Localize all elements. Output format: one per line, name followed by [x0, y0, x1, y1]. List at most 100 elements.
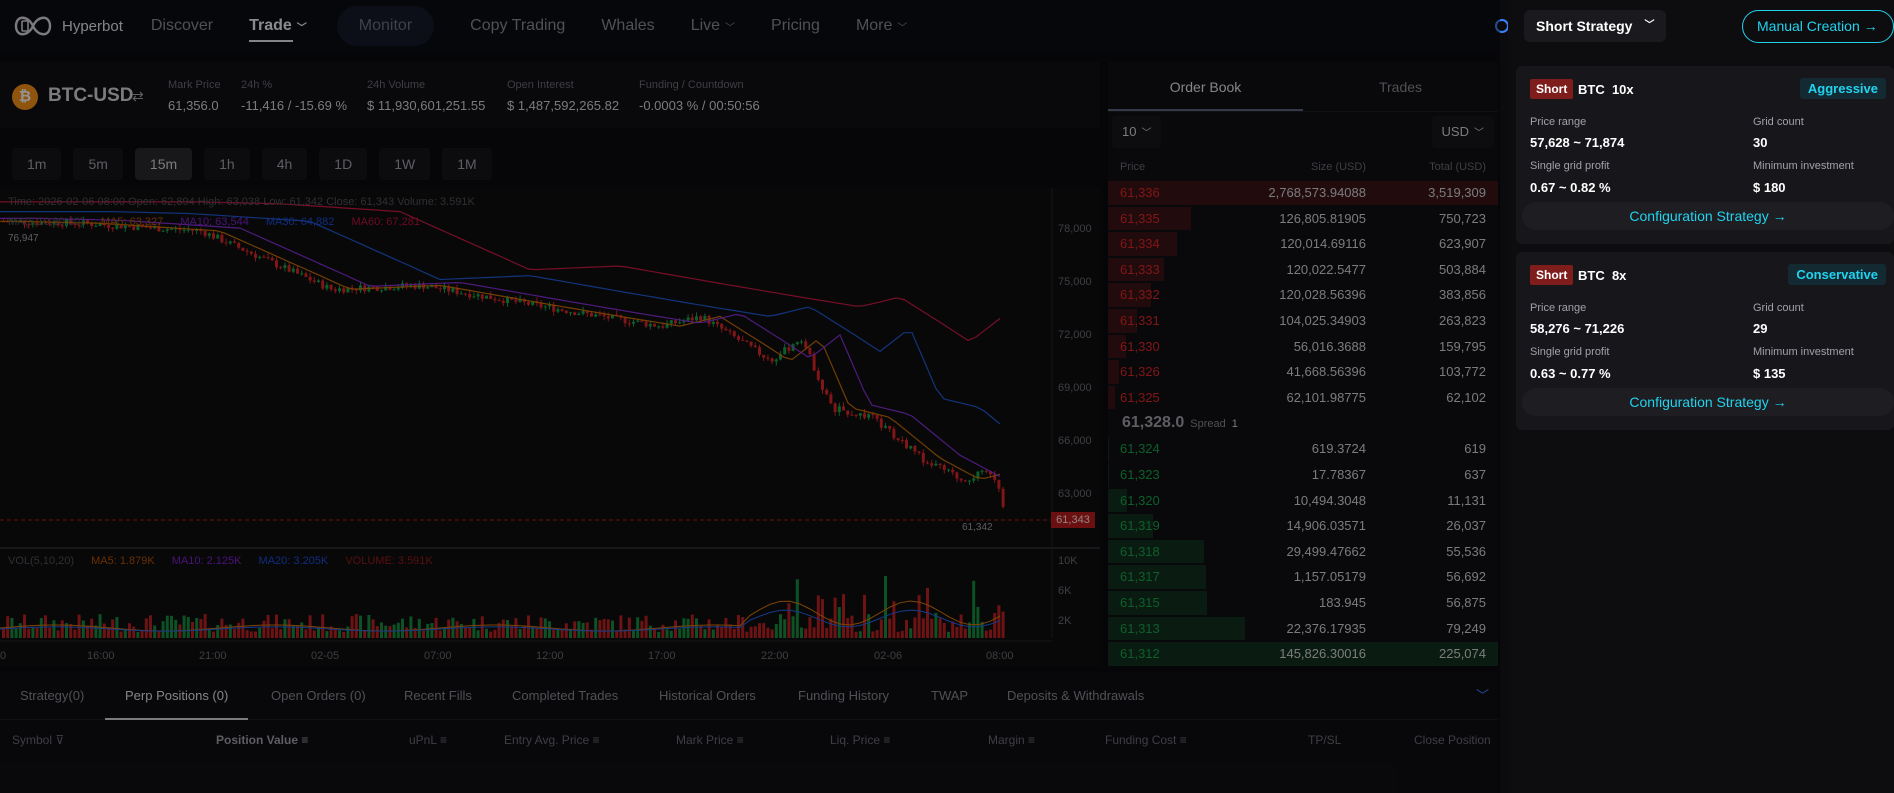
ask-row[interactable]: 61,333 120,022.5477 503,884 — [1108, 257, 1498, 283]
volume-bar — [749, 626, 753, 638]
ask-row[interactable]: 61,325 62,101.98775 62,102 — [1108, 385, 1498, 411]
tab-historical-orders[interactable]: Historical Orders — [659, 688, 756, 703]
bid-row[interactable]: 61,323 17.78367 637 — [1108, 462, 1498, 488]
candle-body — [476, 294, 480, 297]
tab-funding-history[interactable]: Funding History — [798, 688, 890, 703]
timeframe-15m[interactable]: 15m — [134, 148, 193, 180]
col-mark-price[interactable]: Mark Price ≡ — [676, 720, 744, 760]
volume-bar — [501, 619, 505, 638]
candle-body — [674, 320, 677, 324]
volume-bar — [737, 615, 740, 638]
volume-bar — [590, 629, 593, 638]
bid-row[interactable]: 61,318 29,499.47662 55,536 — [1108, 539, 1498, 565]
nav-copy-trading[interactable]: Copy Trading — [470, 0, 565, 52]
candle-body — [821, 379, 824, 390]
tab-completed-trades[interactable]: Completed Trades — [512, 688, 619, 703]
manual-creation-button[interactable]: Manual Creation → — [1742, 10, 1894, 43]
col-position-value[interactable]: Position Value ≡ — [216, 720, 308, 760]
col-entry-price[interactable]: Entry Avg. Price ≡ — [504, 720, 600, 760]
ask-row[interactable]: 61,331 104,025.34903 263,823 — [1108, 308, 1498, 334]
swap-icon[interactable]: ⇄ — [132, 88, 144, 104]
brand-logo[interactable]: Hyperbot — [12, 11, 123, 41]
tab-strategy[interactable]: Strategy(0) — [20, 688, 85, 703]
nav-pricing[interactable]: Pricing — [771, 0, 820, 52]
ask-row[interactable]: 61,334 120,014.69116 623,907 — [1108, 231, 1498, 257]
configuration-strategy-button[interactable]: Configuration Strategy → — [1522, 388, 1894, 416]
col-funding-cost[interactable]: Funding Cost ≡ — [1105, 720, 1187, 760]
price-chart[interactable]: Time: 2026-02-06 08:00 Open: 62,894 High… — [0, 188, 1100, 666]
bid-row[interactable]: 61,324 619.3724 619 — [1108, 436, 1498, 462]
card-symbol: BTC 8x — [1578, 268, 1626, 283]
volume-bar — [648, 625, 652, 638]
tab-recent-fills[interactable]: Recent Fills — [404, 688, 472, 703]
depth-select[interactable]: 10 ﹀ — [1112, 116, 1162, 148]
volume-value: $ 11,930,601,251.55 — [367, 98, 486, 113]
strategy-card[interactable]: Short BTC 8x Conservative Price range 58… — [1516, 252, 1894, 430]
candle-body — [392, 289, 396, 291]
search-icon[interactable] — [1495, 19, 1509, 33]
pair-name[interactable]: BTC-USD — [48, 85, 134, 106]
tab-perp-positions[interactable]: Perp Positions (0) — [105, 672, 249, 720]
card-leverage: 8x — [1611, 268, 1627, 283]
timeframe-1m[interactable]: 1m — [12, 148, 62, 180]
side-badge: Short — [1530, 79, 1574, 99]
strategy-card[interactable]: Short BTC 10x Aggressive Price range 57,… — [1516, 66, 1894, 244]
candle-body — [300, 273, 304, 275]
timeframe-1w[interactable]: 1W — [379, 148, 431, 180]
hyperbot-logo-icon — [14, 16, 52, 36]
currency-select[interactable]: USD ﹀ — [1431, 116, 1494, 148]
timeframe-5m[interactable]: 5m — [73, 148, 123, 180]
ask-row[interactable]: 61,335 126,805.81905 750,723 — [1108, 206, 1498, 232]
volume-bar — [753, 626, 757, 638]
configuration-strategy-button[interactable]: Configuration Strategy → — [1522, 202, 1894, 230]
col-symbol[interactable]: Symbol ⊽ — [12, 720, 64, 760]
timeframe-1m[interactable]: 1M — [442, 148, 492, 180]
bid-row[interactable]: 61,315 183.945 56,875 — [1108, 590, 1498, 616]
volume-bar — [892, 601, 896, 638]
bid-row[interactable]: 61,313 22,376.17935 79,249 — [1108, 616, 1498, 642]
volume-bar — [128, 623, 131, 638]
volume-bar — [686, 618, 690, 638]
price-cell: 61,315 — [1120, 594, 1160, 610]
timeframe-1h[interactable]: 1h — [204, 148, 250, 180]
volume-bar — [115, 617, 119, 638]
col-margin[interactable]: Margin ≡ — [988, 720, 1035, 760]
nav-whales[interactable]: Whales — [601, 0, 654, 52]
col-upnl[interactable]: uPnL ≡ — [409, 720, 447, 760]
candle-body — [762, 354, 766, 358]
col-liq-price[interactable]: Liq. Price ≡ — [830, 720, 890, 760]
strategy-type-select[interactable]: Short Strategy ﹀ — [1524, 10, 1667, 42]
ma5-line — [0, 220, 1001, 480]
bid-row[interactable]: 61,320 10,494.3048 11,131 — [1108, 488, 1498, 514]
bid-row[interactable]: 61,312 145,826.30016 225,074 — [1108, 641, 1498, 667]
nav-discover[interactable]: Discover — [151, 0, 213, 52]
timeframe-1d[interactable]: 1D — [319, 148, 368, 180]
bid-row[interactable]: 61,319 14,906.03571 26,037 — [1108, 513, 1498, 539]
volume-bar — [413, 627, 417, 638]
candle-body — [636, 320, 640, 322]
nav-live[interactable]: Live ﹀ — [691, 0, 735, 52]
tab-deposits-withdrawals[interactable]: Deposits & Withdrawals — [1007, 688, 1145, 703]
nav-more[interactable]: More ﹀ — [856, 0, 907, 52]
ask-row[interactable]: 61,336 2,768,573.94088 3,519,309 — [1108, 180, 1498, 206]
ask-row[interactable]: 61,330 56,016.3688 159,795 — [1108, 334, 1498, 360]
tab-open-orders[interactable]: Open Orders (0) — [271, 688, 366, 703]
nav-monitor-label: Monitor — [358, 17, 413, 34]
timeframe-4h[interactable]: 4h — [261, 148, 308, 180]
volume-bar — [871, 631, 875, 638]
bid-row[interactable]: 61,317 1,157.05179 56,692 — [1108, 564, 1498, 590]
candle-body — [648, 323, 652, 327]
volume-bar — [60, 620, 64, 638]
tab-order-book[interactable]: Order Book — [1108, 62, 1303, 111]
candlestick-chart[interactable] — [0, 188, 1100, 666]
candle-body — [611, 314, 614, 319]
volume-bar — [548, 621, 551, 638]
tab-trades[interactable]: Trades — [1378, 79, 1423, 95]
nav-monitor[interactable]: Monitor — [336, 6, 435, 46]
ask-row[interactable]: 61,332 120,028.56396 383,856 — [1108, 282, 1498, 308]
nav-trade[interactable]: Trade ﹀ — [249, 0, 307, 52]
stat-mark-price: Mark Price 61,356.0 — [168, 79, 221, 113]
ask-row[interactable]: 61,326 41,668.56396 103,772 — [1108, 359, 1498, 385]
tab-twap[interactable]: TWAP — [931, 688, 969, 703]
collapse-chevron-icon[interactable]: ﹀ — [1476, 688, 1490, 703]
